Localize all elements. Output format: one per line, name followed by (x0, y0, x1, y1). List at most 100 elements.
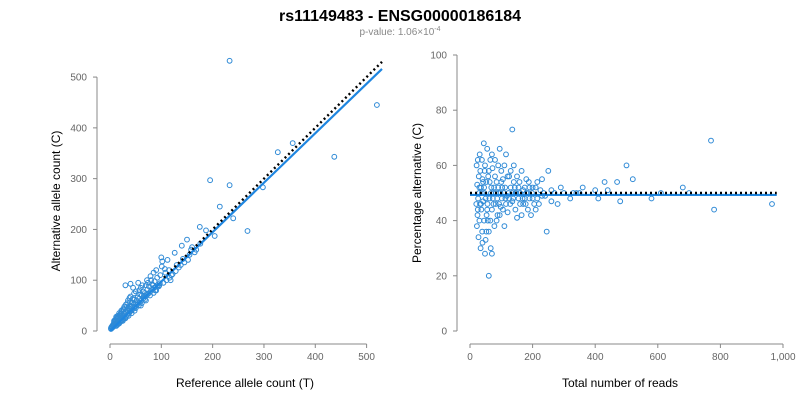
scatter-point (769, 201, 775, 207)
scatter-point (111, 317, 117, 324)
scatter-point (476, 151, 483, 158)
scatter-point (122, 282, 129, 289)
scatter-point (146, 283, 152, 290)
x-tick-label: 1,000 (770, 352, 795, 363)
scatter-point (484, 217, 491, 224)
scatter-point (534, 195, 541, 202)
scatter-point (554, 201, 561, 207)
scatter-point (543, 228, 550, 235)
scatter-point (604, 187, 611, 194)
scatter-point (504, 209, 511, 216)
scatter-point (525, 206, 531, 213)
x-tick-label: 500 (358, 352, 375, 363)
scatter-point (486, 195, 493, 202)
scatter-point (121, 306, 127, 313)
x-tick-label: 400 (587, 352, 604, 363)
scatter-point (517, 201, 523, 207)
scatter-point (484, 201, 491, 207)
scatter-point (510, 195, 517, 202)
scatter-point (150, 282, 157, 289)
scatter-point (492, 201, 499, 207)
scatter-point (489, 206, 495, 213)
scatter-point (189, 244, 196, 251)
scatter-point (503, 151, 509, 158)
scatter-point (482, 162, 488, 169)
scatter-point (518, 212, 525, 219)
scatter-point (531, 201, 538, 207)
scatter-point (520, 201, 527, 207)
scatter-point (708, 137, 714, 144)
scatter-point (171, 249, 178, 256)
scatter-point (496, 201, 503, 207)
chart-subtitle: p-value: 1.06×10-4 (359, 26, 440, 38)
scatter-point (601, 179, 608, 185)
scatter-point (483, 228, 490, 235)
scatter-point (479, 228, 486, 235)
x-tick-label: 400 (307, 352, 324, 363)
scatter-point (548, 198, 555, 205)
scatter-point (486, 179, 493, 185)
scatter-point (178, 242, 185, 249)
scatter-point (211, 233, 218, 239)
scatter-point (493, 179, 500, 185)
scatter-point (623, 162, 630, 169)
scatter-point (498, 179, 505, 185)
scatter-point (485, 173, 492, 180)
scatter-point (484, 145, 491, 152)
scatter-point (475, 173, 482, 180)
scatter-point (516, 179, 523, 185)
scatter-point (185, 257, 191, 263)
scatter-point (493, 217, 500, 224)
scatter-point (487, 217, 494, 224)
scatter-point (499, 184, 506, 191)
x-tick-label: 800 (712, 352, 729, 363)
scatter-point (503, 201, 509, 207)
scatter-point (124, 300, 131, 307)
scatter-point (142, 293, 149, 300)
scatter-point (512, 206, 519, 213)
scatter-point (539, 176, 545, 183)
scatter-point (494, 212, 501, 219)
scatter-point (482, 250, 488, 257)
scatter-point (509, 126, 516, 133)
scatter-point (478, 201, 484, 207)
scatter-point (127, 280, 134, 287)
scatter-point (501, 223, 508, 230)
chart-title: rs11149483 - ENSG00000186184 (279, 8, 521, 25)
scatter-panel-allele-counts: 0 100 200 300 400 500 0 100 200 300 400 500 Referenc… (49, 57, 383, 390)
scatter-point (478, 206, 485, 213)
scatter-point (474, 223, 480, 230)
scatter-point (481, 184, 488, 191)
y-tick-label: 40 (436, 216, 448, 227)
scatter-point (491, 184, 498, 191)
scatter-point (557, 184, 564, 191)
scatter-point (487, 157, 494, 163)
y-axis-label: Alternative allele count (C) (49, 131, 63, 272)
fit-line (109, 68, 383, 332)
scatter-point (144, 292, 150, 298)
scatter-point (534, 179, 541, 185)
scatter-point (476, 184, 483, 191)
x-tick-label: 0 (107, 352, 113, 363)
scatter-point (510, 162, 517, 169)
scatter-point (522, 201, 529, 207)
scatter-point (507, 168, 514, 174)
scatter-point (487, 245, 494, 252)
scatter-point (629, 176, 636, 183)
scatter-point (479, 239, 486, 246)
scatter-point (500, 176, 506, 183)
scatter-point (483, 179, 490, 185)
scatter-point (331, 153, 338, 160)
scatter-point (476, 217, 483, 224)
x-tick-label: 200 (204, 352, 221, 363)
scatter-point (485, 168, 492, 174)
y-tick-label: 80 (436, 106, 448, 117)
scatter-point (492, 173, 498, 180)
x-tick-label: 100 (153, 352, 170, 363)
subtitle-mantissa: 1.06×10 (398, 27, 435, 38)
scatter-point (492, 157, 498, 163)
scatter-point (131, 290, 138, 297)
y-tick-label: 60 (436, 161, 448, 172)
scatter-point (504, 173, 511, 180)
